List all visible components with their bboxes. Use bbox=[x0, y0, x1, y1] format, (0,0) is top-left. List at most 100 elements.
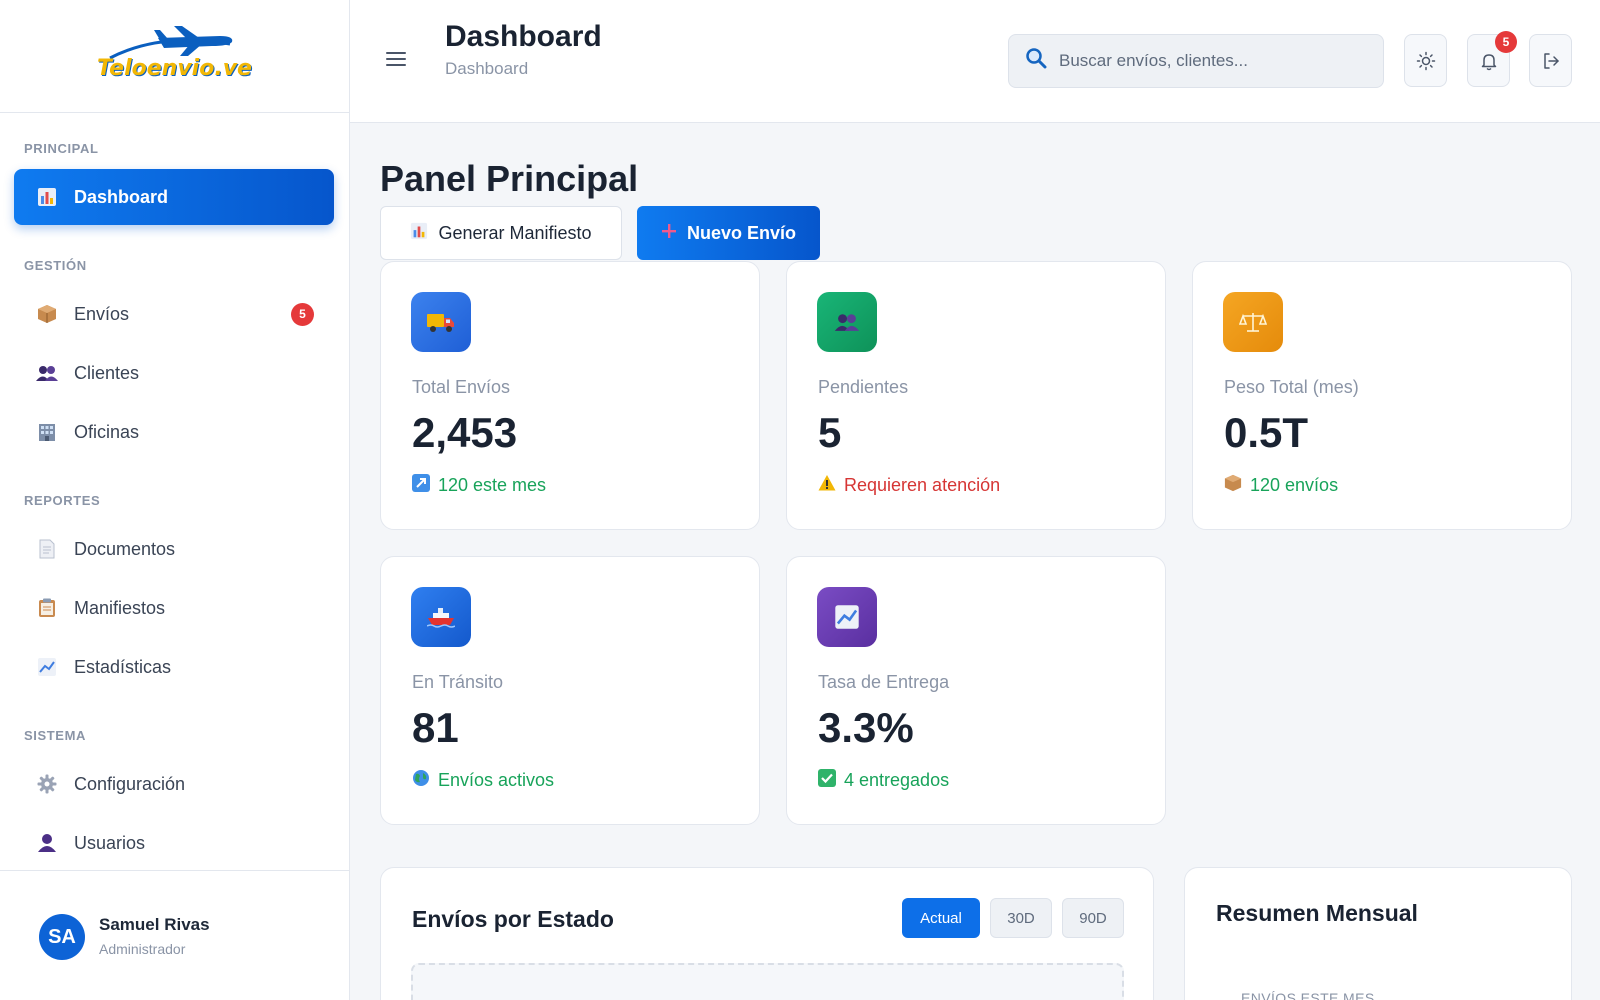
sidebar-item-label: Usuarios bbox=[74, 832, 146, 853]
logo[interactable]: Teloenvio.ve bbox=[0, 0, 349, 113]
sidebar-item-label: Oficinas bbox=[74, 421, 140, 442]
stat-card-en-transito: En Tránsito 81 Envíos activos bbox=[380, 556, 760, 825]
logout-button[interactable] bbox=[1529, 34, 1572, 87]
gear-icon bbox=[36, 773, 58, 795]
sun-icon bbox=[1416, 51, 1435, 70]
check-icon bbox=[818, 769, 836, 792]
user-profile[interactable]: SA Samuel Rivas Administrador bbox=[0, 870, 350, 1000]
ship-icon bbox=[411, 587, 471, 647]
sidebar-item-clientes[interactable]: Clientes bbox=[14, 345, 334, 401]
generate-manifest-label: Generar Manifiesto bbox=[438, 222, 592, 243]
panel-title: Resumen Mensual bbox=[1216, 900, 1418, 926]
sidebar-item-dashboard[interactable]: Dashboard bbox=[14, 169, 334, 225]
stat-note-text: 4 entregados bbox=[844, 770, 950, 790]
avatar: SA bbox=[39, 914, 85, 960]
search-input[interactable] bbox=[1059, 51, 1349, 71]
sidebar-item-label: Clientes bbox=[74, 362, 140, 383]
notifications-button[interactable]: 5 bbox=[1467, 31, 1517, 87]
stat-note-text: Envíos activos bbox=[438, 770, 555, 790]
plus-icon bbox=[661, 223, 677, 244]
user-role: Administrador bbox=[99, 941, 186, 957]
stat-note: 120 envíos bbox=[1224, 474, 1338, 497]
stat-note: Requieren atención bbox=[818, 474, 1000, 497]
range-90d-button[interactable]: 90D bbox=[1062, 898, 1124, 938]
stat-label: Peso Total (mes) bbox=[1224, 377, 1359, 397]
monthly-summary-panel: Resumen Mensual ENVÍOS ESTE MES bbox=[1184, 867, 1572, 1000]
package-icon bbox=[1224, 474, 1242, 497]
stat-value: 0.5T bbox=[1224, 409, 1309, 456]
sidebar-item-configuracion[interactable]: Configuración bbox=[14, 756, 334, 812]
package-icon bbox=[36, 303, 58, 325]
stat-label: En Tránsito bbox=[412, 672, 504, 692]
new-shipment-label: Nuevo Envío bbox=[686, 222, 797, 243]
section-label-gestion: GESTIÓN bbox=[24, 258, 87, 273]
sidebar-item-label: Configuración bbox=[74, 773, 186, 794]
shipments-by-status-panel: Envíos por Estado Actual 30D 90D bbox=[380, 867, 1154, 1000]
bar-chart-icon bbox=[410, 222, 428, 245]
trend-chart-icon bbox=[36, 656, 58, 678]
hamburger-menu-icon[interactable] bbox=[384, 48, 408, 72]
sidebar-item-manifiestos[interactable]: Manifiestos bbox=[14, 580, 334, 636]
user-icon bbox=[36, 832, 58, 854]
chart-placeholder bbox=[411, 963, 1124, 1000]
section-label-principal: PRINCIPAL bbox=[24, 141, 99, 156]
globe-icon bbox=[412, 769, 430, 792]
document-icon bbox=[36, 538, 58, 560]
stat-note: 120 este mes bbox=[412, 474, 546, 497]
building-icon bbox=[36, 421, 58, 443]
scale-icon bbox=[1223, 292, 1283, 352]
logout-icon bbox=[1543, 52, 1559, 69]
sidebar-item-label: Envíos bbox=[74, 303, 130, 324]
sidebar-item-label: Dashboard bbox=[74, 186, 169, 207]
bell-icon bbox=[1481, 53, 1496, 70]
section-label-sistema: SISTEMA bbox=[24, 728, 86, 743]
generate-manifest-button[interactable]: Generar Manifiesto bbox=[380, 206, 622, 260]
theme-toggle-button[interactable] bbox=[1404, 34, 1447, 87]
header-title: Dashboard bbox=[445, 20, 602, 53]
new-shipment-button[interactable]: Nuevo Envío bbox=[637, 206, 820, 260]
user-name: Samuel Rivas bbox=[99, 915, 210, 934]
up-arrow-icon bbox=[412, 474, 430, 497]
stat-value: 81 bbox=[412, 704, 459, 751]
sidebar-item-envios[interactable]: Envíos 5 bbox=[14, 286, 334, 342]
chart-icon bbox=[817, 587, 877, 647]
warning-icon bbox=[818, 474, 836, 497]
sidebar-item-estadisticas[interactable]: Estadísticas bbox=[14, 639, 334, 695]
range-30d-button[interactable]: 30D bbox=[990, 898, 1052, 938]
page-title: Panel Principal bbox=[380, 158, 639, 199]
bar-chart-icon bbox=[36, 186, 58, 208]
sidebar-item-label: Manifiestos bbox=[74, 597, 166, 618]
users-icon bbox=[817, 292, 877, 352]
sidebar-item-documentos[interactable]: Documentos bbox=[14, 521, 334, 577]
logo-text: Teloenvio.ve bbox=[97, 55, 252, 81]
monthly-shipments-label: ENVÍOS ESTE MES bbox=[1241, 990, 1375, 1000]
airplane-icon bbox=[109, 26, 233, 60]
stat-label: Total Envíos bbox=[412, 377, 511, 397]
stat-label: Pendientes bbox=[818, 377, 909, 397]
stat-note: Envíos activos bbox=[412, 769, 554, 792]
stat-note-text: Requieren atención bbox=[844, 475, 1001, 495]
sidebar-item-label: Estadísticas bbox=[74, 656, 172, 677]
sidebar-item-usuarios[interactable]: Usuarios bbox=[14, 815, 334, 871]
stat-card-peso-total: Peso Total (mes) 0.5T 120 envíos bbox=[1192, 261, 1572, 530]
stat-value: 3.3% bbox=[818, 704, 914, 751]
sidebar-item-label: Documentos bbox=[74, 538, 176, 559]
stat-note: 4 entregados bbox=[818, 769, 949, 792]
notifications-badge: 5 bbox=[1495, 31, 1517, 53]
clipboard-icon bbox=[36, 597, 58, 619]
panel-title: Envíos por Estado bbox=[412, 906, 614, 932]
range-actual-button[interactable]: Actual bbox=[902, 898, 980, 938]
sidebar: Teloenvio.ve PRINCIPAL Dashboard GESTIÓN… bbox=[0, 0, 350, 1000]
sidebar-item-oficinas[interactable]: Oficinas bbox=[14, 404, 334, 460]
section-label-reportes: REPORTES bbox=[24, 493, 101, 508]
stat-label: Tasa de Entrega bbox=[818, 672, 950, 692]
search-box bbox=[1008, 34, 1384, 88]
stat-note-text: 120 envíos bbox=[1250, 475, 1339, 495]
stat-card-tasa-entrega: Tasa de Entrega 3.3% 4 entregados bbox=[786, 556, 1166, 825]
users-icon bbox=[36, 362, 58, 384]
stat-card-total-envios: Total Envíos 2,453 120 este mes bbox=[380, 261, 760, 530]
stat-value: 5 bbox=[818, 409, 842, 456]
truck-icon bbox=[411, 292, 471, 352]
stat-value: 2,453 bbox=[412, 409, 518, 456]
stat-card-pendientes: Pendientes 5 Requieren atención bbox=[786, 261, 1166, 530]
